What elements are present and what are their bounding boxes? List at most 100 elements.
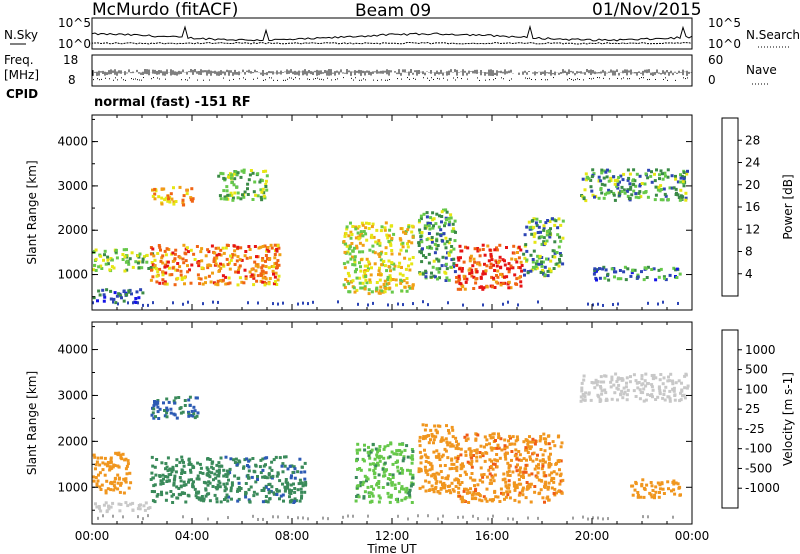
echo-cell-velocity [489, 465, 493, 468]
velocity-colorbar-tick-label: -100 [745, 442, 772, 456]
echo-cell-power [264, 185, 268, 188]
echo-cell-power [603, 276, 607, 280]
near-range-cell-power [282, 301, 284, 305]
power-colorbar-tick-label: 20 [745, 178, 760, 192]
echo-cell-power [122, 248, 126, 252]
echo-cell-power [193, 258, 197, 261]
echo-cell-power [430, 246, 434, 250]
echo-cell-power [354, 236, 358, 240]
echo-cell-power [163, 249, 167, 253]
echo-cell-power [377, 239, 381, 243]
echo-cell-power [489, 254, 493, 258]
echo-cell-power [239, 175, 243, 179]
echo-cell-velocity [402, 457, 406, 461]
echo-cell-power [445, 218, 448, 222]
echo-cell-power [225, 189, 229, 193]
echo-cell-velocity [423, 436, 427, 440]
echo-cell-velocity [148, 506, 152, 510]
echo-cell-velocity [262, 486, 266, 490]
echo-cell-velocity [452, 489, 456, 493]
echo-cell-power [161, 273, 165, 277]
echo-cell-velocity [510, 442, 514, 446]
echo-cell-power [538, 220, 542, 224]
echo-cell-velocity [547, 442, 551, 446]
echo-cell-power [481, 243, 485, 247]
echo-cell-velocity [507, 439, 510, 443]
echo-cell-power [239, 246, 243, 250]
echo-cell-velocity [630, 484, 634, 488]
echo-cell-velocity [154, 415, 157, 419]
echo-cell-velocity [500, 448, 504, 452]
echo-cell-velocity [189, 462, 193, 466]
echo-cell-velocity [229, 489, 233, 493]
echo-cell-power [666, 175, 670, 179]
echo-cell-power [214, 246, 218, 250]
echo-cell-velocity [180, 472, 184, 475]
echo-cell-velocity [470, 465, 474, 469]
echo-cell-velocity [259, 471, 263, 475]
echo-cell-velocity [299, 481, 303, 485]
echo-cell-velocity [539, 448, 543, 451]
echo-cell-power [186, 270, 190, 274]
cpid-label: CPID [6, 87, 38, 101]
echo-cell-power [523, 233, 527, 237]
echo-cell-velocity [187, 478, 191, 482]
nave-trace-mark [397, 78, 398, 80]
echo-cell-velocity [254, 463, 258, 467]
echo-cell-power [411, 284, 415, 288]
echo-cell-power [418, 218, 421, 222]
near-range-cell-velocity [367, 514, 369, 518]
echo-cell-power [207, 250, 211, 254]
echo-cell-velocity [158, 407, 162, 411]
echo-cell-velocity [246, 473, 250, 477]
echo-cell-power [623, 265, 627, 269]
echo-cell-velocity [513, 484, 517, 488]
echo-cell-power [476, 247, 480, 250]
nave-tick-top: 60 [708, 53, 723, 67]
echo-cell-power [451, 222, 455, 226]
echo-cell-power [213, 256, 217, 260]
echo-cell-power [173, 252, 177, 256]
echo-cell-velocity [382, 474, 385, 478]
echo-cell-power [374, 289, 378, 293]
echo-cell-velocity [119, 481, 123, 485]
echo-cell-power [272, 272, 275, 276]
velocity-colorbar-tick-label: 1000 [745, 343, 776, 357]
echo-cell-power [218, 194, 222, 198]
echo-cell-power [528, 226, 532, 230]
echo-cell-power [151, 194, 155, 198]
echo-cell-velocity [408, 493, 412, 497]
echo-cell-velocity [377, 480, 381, 483]
echo-cell-power [549, 269, 553, 273]
echo-cell-velocity [668, 389, 672, 393]
near-range-cell-power [587, 302, 589, 306]
nave-trace-mark [401, 78, 402, 80]
echo-cell-velocity [367, 445, 370, 449]
echo-cell-power [263, 283, 267, 287]
echo-cell-velocity [558, 482, 562, 486]
echo-cell-velocity [396, 469, 400, 473]
echo-cell-velocity [389, 441, 393, 445]
echo-cell-power [452, 265, 456, 269]
echo-cell-velocity [278, 497, 281, 501]
echo-cell-velocity [485, 487, 489, 491]
echo-cell-velocity [386, 444, 390, 448]
nave-trace-mark [495, 77, 496, 79]
echo-cell-velocity [508, 442, 512, 446]
nave-trace-mark [373, 79, 374, 81]
echo-cell-velocity [528, 447, 532, 451]
echo-cell-power [364, 232, 368, 236]
echo-cell-power [109, 289, 113, 293]
echo-cell-power [519, 248, 523, 252]
echo-cell-velocity [98, 506, 101, 510]
echo-cell-power [128, 257, 132, 261]
echo-cell-velocity [377, 485, 381, 489]
echo-cell-velocity [384, 469, 388, 473]
echo-cell-power [387, 259, 391, 263]
echo-cell-power [231, 196, 235, 200]
echo-cell-power [262, 194, 266, 198]
echo-cell-power [240, 258, 244, 262]
echo-cell-power [558, 257, 561, 261]
echo-cell-velocity [469, 476, 473, 480]
echo-cell-velocity [99, 509, 103, 513]
